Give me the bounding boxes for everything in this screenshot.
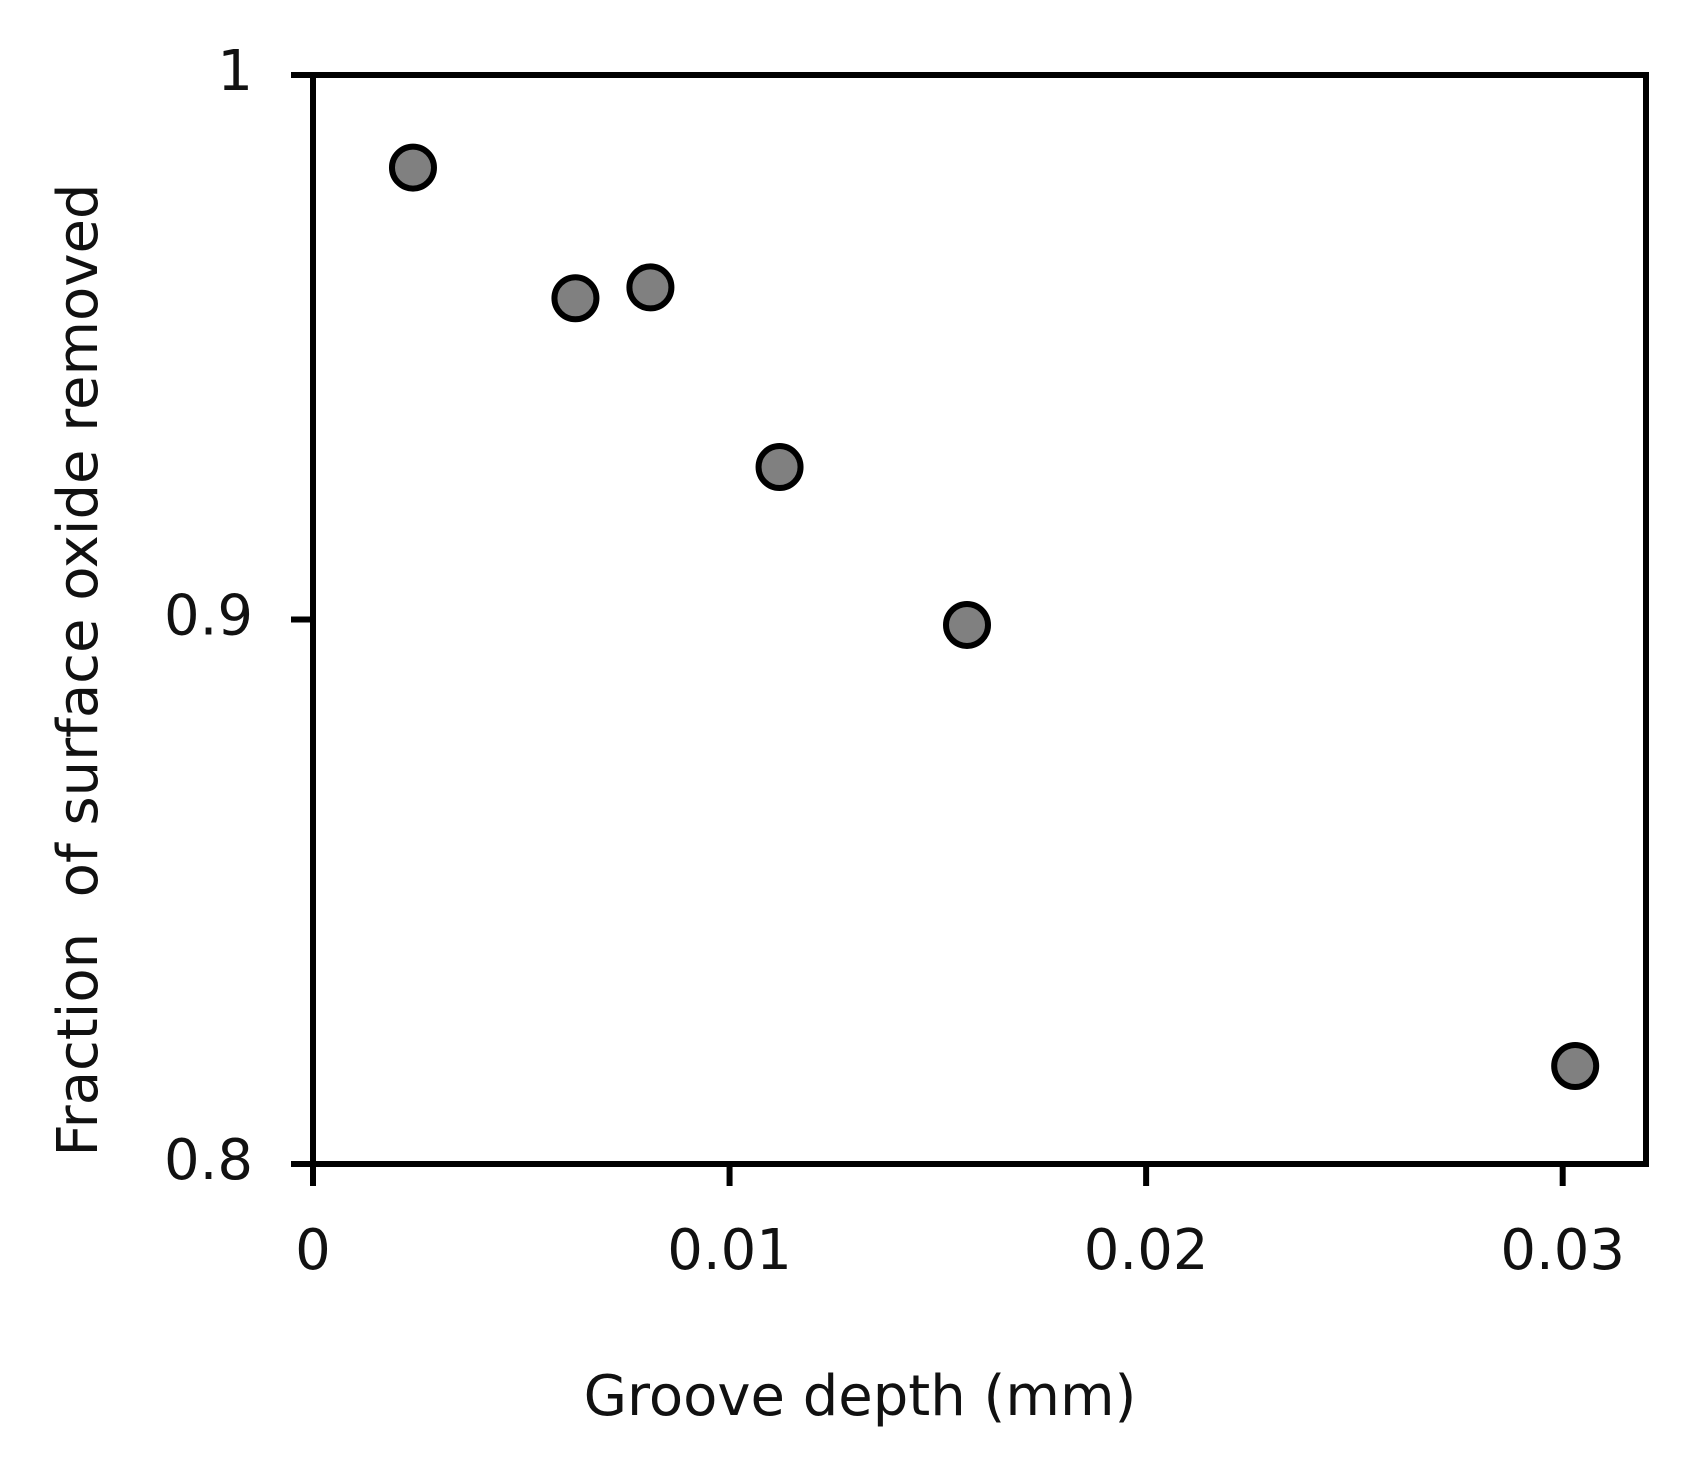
y-tick-label: 0.9 — [164, 584, 253, 649]
point — [1551, 1041, 1600, 1090]
point — [755, 443, 804, 492]
x-tick-label: 0.01 — [667, 1218, 792, 1283]
y-tick-label: 0.8 — [164, 1128, 253, 1193]
point — [551, 274, 600, 323]
x-tick-label: 0.03 — [1500, 1218, 1625, 1283]
y-tick-label: 1 — [217, 39, 253, 104]
x-tick-label: 0.02 — [1084, 1218, 1209, 1283]
point — [388, 143, 437, 192]
y-axis-title: Fraction of surface oxide removed — [46, 184, 111, 1157]
point — [943, 600, 992, 649]
point — [626, 263, 675, 312]
x-tick-label: 0 — [295, 1218, 331, 1283]
x-axis-title: Groove depth (mm) — [584, 1364, 1137, 1429]
